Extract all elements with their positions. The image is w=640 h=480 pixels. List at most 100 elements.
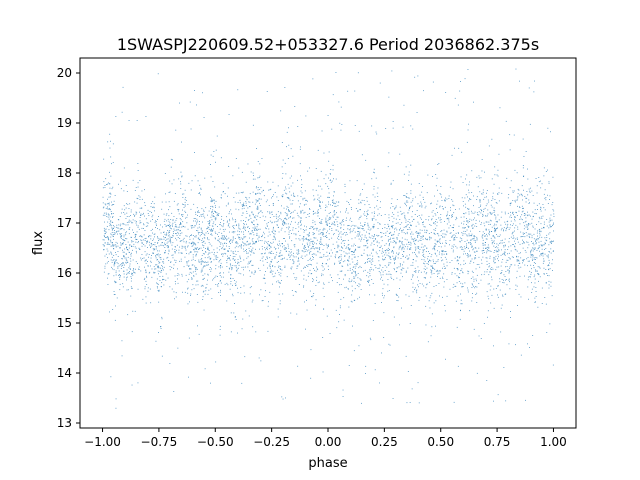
data-point <box>462 249 464 250</box>
data-point <box>547 194 548 196</box>
data-point <box>352 224 354 226</box>
data-point <box>359 234 360 236</box>
data-point <box>338 321 340 323</box>
data-point <box>381 276 382 278</box>
data-point <box>152 252 154 254</box>
data-point <box>306 237 307 239</box>
data-point <box>488 224 490 225</box>
data-point <box>177 268 178 270</box>
data-point <box>359 209 361 211</box>
data-point <box>103 249 105 251</box>
data-point <box>270 253 272 254</box>
data-point <box>369 337 371 339</box>
data-point <box>464 282 466 284</box>
data-point <box>348 280 350 282</box>
data-point <box>254 243 256 245</box>
data-point <box>505 261 507 263</box>
data-point <box>183 237 185 239</box>
data-point <box>519 218 521 220</box>
data-point <box>165 279 167 281</box>
data-point <box>175 260 177 262</box>
data-point <box>438 217 439 219</box>
data-point <box>445 258 447 260</box>
data-point <box>334 248 336 249</box>
data-point <box>198 193 200 194</box>
data-point <box>388 252 390 254</box>
data-point <box>463 260 465 262</box>
data-point <box>139 235 141 237</box>
data-point <box>401 247 403 249</box>
data-point <box>337 230 339 232</box>
data-point <box>550 214 552 216</box>
data-point <box>545 197 547 198</box>
data-point <box>366 231 367 233</box>
data-point <box>332 243 334 245</box>
data-point <box>181 245 183 247</box>
data-point <box>257 189 259 191</box>
data-point <box>334 224 336 226</box>
data-point <box>491 267 493 268</box>
data-point <box>166 232 167 234</box>
data-point <box>215 268 217 270</box>
data-point <box>517 238 518 240</box>
data-point <box>548 275 550 277</box>
data-point <box>211 229 213 231</box>
data-point <box>494 210 496 212</box>
data-point <box>535 259 536 260</box>
data-point <box>502 239 503 241</box>
data-point <box>351 251 353 252</box>
data-point <box>328 233 330 235</box>
data-point <box>474 258 476 260</box>
data-point <box>475 294 477 295</box>
data-point <box>240 246 242 248</box>
data-point <box>480 204 482 206</box>
data-point <box>203 209 205 211</box>
data-point <box>186 222 188 224</box>
data-point <box>102 207 104 209</box>
data-point <box>455 245 457 247</box>
data-point <box>251 249 253 251</box>
data-point <box>500 307 502 309</box>
data-point <box>188 260 190 262</box>
data-point <box>472 276 474 278</box>
data-point <box>387 166 389 168</box>
data-point <box>115 407 117 409</box>
data-point <box>241 208 243 210</box>
data-point <box>377 222 379 224</box>
data-point <box>410 247 412 249</box>
data-point <box>239 257 241 259</box>
data-point <box>235 285 236 286</box>
data-point <box>397 254 399 256</box>
data-point <box>491 294 493 296</box>
data-point <box>308 246 309 248</box>
data-point <box>417 232 419 234</box>
data-point <box>216 135 218 137</box>
data-point <box>192 235 194 236</box>
data-point <box>132 222 134 224</box>
data-point <box>247 266 249 268</box>
data-point <box>191 242 193 244</box>
data-point <box>389 243 390 244</box>
data-point <box>527 241 529 243</box>
data-point <box>263 195 265 197</box>
data-point <box>243 250 245 252</box>
data-point <box>370 228 372 230</box>
data-point <box>195 254 197 256</box>
data-point <box>392 121 394 122</box>
data-point <box>243 245 245 247</box>
data-point <box>505 271 507 272</box>
data-point <box>311 273 313 274</box>
data-point <box>384 258 386 260</box>
data-point <box>446 198 448 200</box>
data-point <box>191 227 193 229</box>
data-point <box>138 269 140 270</box>
data-point <box>498 200 500 202</box>
data-point <box>510 245 512 247</box>
data-point <box>493 288 495 290</box>
data-point <box>414 252 415 253</box>
data-point <box>527 343 528 345</box>
data-point <box>530 256 532 258</box>
data-point <box>169 286 171 288</box>
data-point <box>355 282 356 284</box>
